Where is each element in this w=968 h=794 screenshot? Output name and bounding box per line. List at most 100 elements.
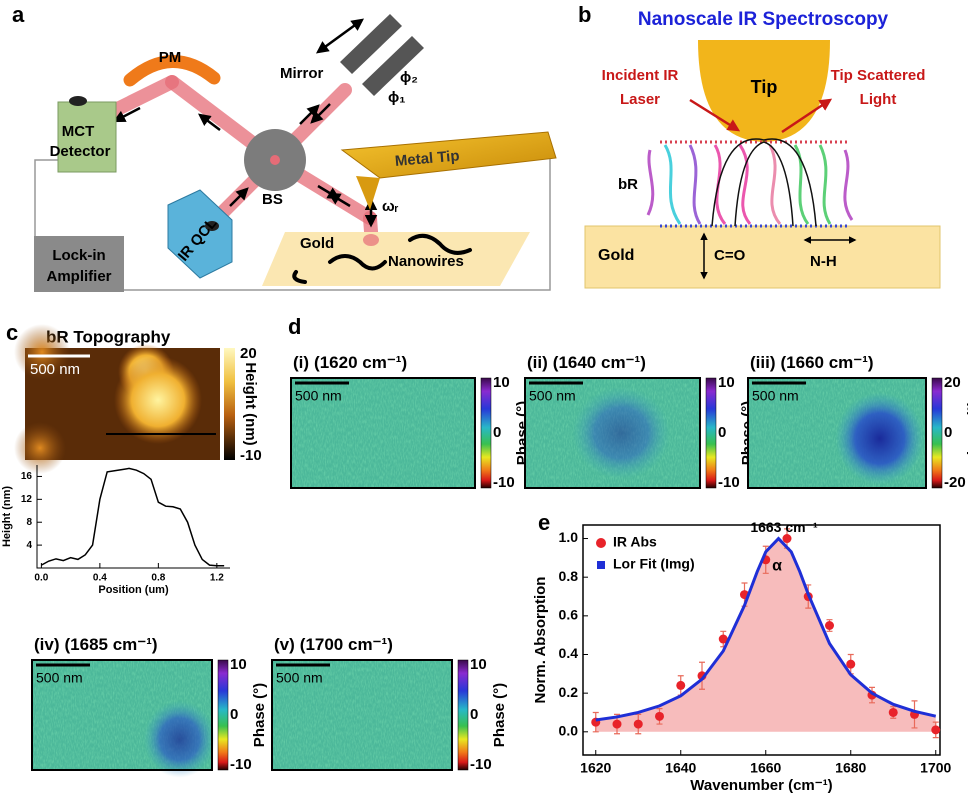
label: Metal Tip: [394, 147, 460, 170]
annotation: α: [772, 558, 782, 575]
colorbar-tick: 20: [944, 374, 961, 391]
label: Nanowires: [388, 253, 464, 270]
legend-label: Lor Fit (Img): [613, 556, 695, 572]
absorption-region: [143, 700, 216, 778]
point: [825, 621, 834, 631]
colorbar-tick: -20: [944, 474, 966, 491]
colorbar-tick: 10: [718, 374, 735, 391]
label: ϕ₁: [388, 89, 405, 106]
point: [846, 659, 856, 669]
map-index: (iii): [750, 353, 776, 372]
protein: [646, 144, 854, 225]
panel-label: d: [288, 314, 301, 339]
point: [676, 680, 686, 690]
mirror: [362, 36, 424, 96]
map-index: (v): [274, 635, 295, 654]
map-texture: [291, 378, 475, 488]
label: C=O: [714, 247, 746, 264]
ir-source: [167, 189, 233, 279]
map-index: (ii): [527, 353, 548, 372]
colorbar: [224, 348, 235, 460]
label: Laser: [620, 91, 660, 108]
nanowires: [292, 233, 472, 284]
panel-a: a PM Mirror ϕ₂ ϕ₁ MCT Detector BS Metal …: [12, 2, 557, 292]
feature: [114, 356, 202, 444]
metal-tip: [340, 131, 557, 179]
x-tick-label: 1.2: [210, 573, 224, 584]
label: Incident IR: [602, 67, 679, 84]
point: [655, 711, 664, 721]
point: [718, 634, 728, 644]
absorption-region: [835, 392, 925, 485]
chart: 1620 1640 1660 1680 1700 0.0 0.2 0.4 0.6 0.8 1.0 Wa…: [532, 519, 952, 794]
y-tick-label: 0.2: [559, 684, 579, 700]
colorbar-label: Phase (°): [491, 683, 508, 747]
x-tick-label: 1660: [750, 760, 781, 776]
detector-window: [69, 96, 87, 106]
colorbar-tick: -10: [493, 474, 515, 491]
colorbar-tick: 10: [230, 656, 247, 673]
incident-arrow: [689, 98, 741, 132]
colorbar: [480, 377, 492, 489]
frame: [582, 524, 941, 756]
panel-label: b: [578, 2, 591, 27]
label: Tip Scattered: [831, 67, 926, 84]
legend-label: IR Abs: [613, 534, 657, 550]
beam-spot: [270, 155, 280, 165]
map-wavenumber: (1620 cm⁻¹): [314, 353, 407, 372]
colorbar-tick: -10: [230, 756, 252, 773]
feature: [14, 422, 66, 474]
panel-label: a: [12, 2, 25, 27]
panel-title: bR Topography: [46, 327, 171, 346]
colorbar-tick: 10: [493, 374, 510, 391]
colorbar: [931, 377, 943, 489]
colorbar-tick: 0: [718, 424, 726, 441]
y-tick-label: 0.0: [559, 723, 579, 739]
colorbar: [217, 659, 229, 771]
label: ϕ₂: [400, 69, 418, 86]
panel-label: e: [538, 510, 550, 535]
label: PM: [159, 49, 182, 66]
scale-label: 500 nm: [752, 388, 799, 404]
map-title: (iii) (1660 cm⁻¹): [750, 353, 874, 372]
beam-arrows: [112, 18, 378, 228]
map-frame: [524, 377, 701, 489]
scattered-arrow: [781, 98, 833, 134]
y-tick-label: 0.6: [559, 607, 579, 623]
panel-b: b Nanoscale IR Spectroscopy Tip Incident…: [578, 2, 941, 289]
x-tick-label: 1620: [580, 760, 611, 776]
y-tick-label: 1.0: [559, 529, 579, 545]
map-wavenumber: (1685 cm⁻¹): [65, 635, 158, 654]
colorbar-tick: 0: [470, 706, 478, 723]
x-tick-label: 1700: [920, 760, 951, 776]
point: [782, 534, 792, 544]
lockin-box: [34, 236, 124, 292]
annotation: 1663 cm⁻¹: [750, 519, 818, 535]
map-wavenumber: (1660 cm⁻¹): [781, 353, 874, 372]
absorption-region: [572, 386, 671, 480]
label: MCT: [62, 123, 95, 140]
label: Lock-in: [52, 247, 105, 264]
label: Gold: [300, 235, 334, 252]
colorbar-label: Phase (°): [251, 683, 268, 747]
legend-swatch: [596, 538, 606, 548]
map-title: (ii) (1640 cm⁻¹): [527, 353, 646, 372]
label: Light: [860, 91, 897, 108]
x-tick-label: 0.8: [151, 573, 165, 584]
label: BS: [262, 191, 283, 208]
source-window: [205, 221, 219, 231]
scale-label: 500 nm: [30, 361, 80, 378]
label: N-H: [810, 253, 837, 270]
tip: [698, 40, 830, 142]
colorbar-tick: -10: [240, 447, 262, 464]
area: [595, 538, 936, 732]
scale-label: 500 nm: [36, 670, 83, 686]
field-lines: [711, 138, 817, 227]
y-tick-label: 12: [21, 494, 33, 505]
colorbar-tick: 20: [240, 345, 257, 362]
colorbar: [705, 377, 717, 489]
map-frame: [271, 659, 453, 771]
detector: [57, 101, 117, 173]
